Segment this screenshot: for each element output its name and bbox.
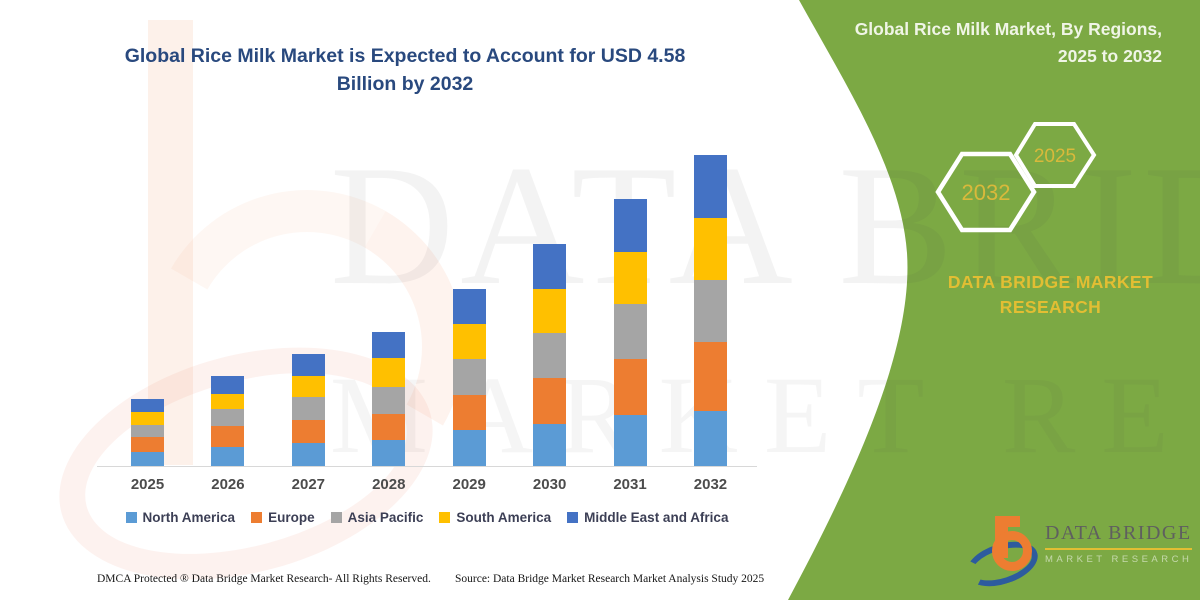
bar-segment-2028-south-america [372,357,406,387]
green-panel-shape [788,0,1200,600]
x-axis-line [97,466,757,467]
legend-item-asia-pacific: Asia Pacific [330,510,424,525]
bar-2026: 2026 [211,154,245,493]
x-axis-label-2027: 2027 [291,476,326,493]
legend-item-north-america: North America [125,510,236,525]
legend-label: Asia Pacific [347,510,424,525]
bar-segment-2031-north-america [613,415,647,466]
bar-segment-2029-north-america [452,430,486,466]
legend-label: North America [142,510,236,525]
bar-2029: 2029 [452,154,486,493]
stacked-bar-chart: 2025 2026 2027 2028 2029 2030 2031 2032 [131,154,727,493]
bar-segment-2031-europe [613,359,647,415]
sidebar-title: Global Rice Milk Market, By Regions, 202… [854,19,1162,67]
legend-swatch-icon [567,512,579,523]
bar-segment-2031-asia-pacific [613,304,647,360]
bar-segment-2031-south-america [613,252,647,305]
legend-item-europe: Europe [251,510,315,525]
bar-segment-2032-south-america [693,217,727,281]
bar-2030: 2030 [533,154,567,493]
bar-segment-2025-europe [131,436,164,452]
bar-segment-2027-north-america [291,442,325,466]
bar-segment-2030-middle-east-and-africa [533,243,567,290]
bar-segment-2030-south-america [533,289,567,333]
logo-underline [1045,548,1193,550]
bar-segment-2025-south-america [131,412,164,425]
bar-segment-2028-middle-east-and-africa [372,332,406,358]
footer-dmca-text: DMCA Protected ® Data Bridge Market Rese… [97,573,431,585]
bar-segment-2025-middle-east-and-africa [131,398,164,413]
bar-segment-2025-asia-pacific [131,424,164,437]
bar-segment-2029-south-america [452,323,486,359]
x-axis-label-2031: 2031 [613,476,647,493]
bar-segment-2029-europe [452,395,486,430]
logo-subtitle: MARKET RESEARCH [1045,554,1193,565]
logo-b-flag [995,516,1020,527]
bar-2028: 2028 [372,154,406,493]
bar-segment-2027-asia-pacific [291,397,325,420]
company-logo-icon [960,516,1044,595]
x-axis-label-2029: 2029 [452,476,486,493]
bar-2027: 2027 [291,154,325,493]
bar-segment-2030-asia-pacific [533,332,567,378]
bar-segment-2028-europe [372,413,406,440]
bar-segment-2032-north-america [693,410,727,466]
logo-brand-name: DATA BRIDGE [1045,522,1192,544]
bar-segment-2025-north-america [131,451,164,466]
x-axis-label-2032: 2032 [693,476,728,493]
bar-segment-2026-north-america [211,447,245,466]
legend-label: Middle East and Africa [584,510,729,525]
legend-item-south-america: South America [439,510,551,525]
bar-segment-2028-asia-pacific [372,386,406,414]
footer-source-text: Source: Data Bridge Market Research Mark… [455,573,765,585]
legend-swatch-icon [251,512,263,523]
bar-segment-2026-middle-east-and-africa [211,375,245,394]
bar-segment-2030-europe [533,377,567,424]
x-axis-label-2028: 2028 [372,476,406,493]
bar-segment-2028-north-america [372,439,406,466]
logo-b-bowl [992,531,1032,571]
x-axis-label-2025: 2025 [130,476,165,493]
watermark-logo-stem [148,20,193,465]
bar-segment-2029-asia-pacific [452,358,486,396]
legend-swatch-icon [125,512,137,523]
legend-label: Europe [268,510,315,525]
sidebar-brand-text: DATA BRIDGE MARKET RESEARCH [947,272,1154,318]
legend-swatch-icon [439,512,451,523]
bar-segment-2026-south-america [211,393,245,409]
legend-item-middle-east-and-africa: Middle East and Africa [567,510,728,525]
bar-segment-2029-middle-east-and-africa [452,289,486,324]
bar-segment-2027-south-america [291,376,325,398]
x-axis-label-2026: 2026 [211,476,245,493]
bar-2031: 2031 [613,154,647,493]
bar-segment-2030-north-america [533,423,567,466]
chart-title: Global Rice Milk Market is Expected to A… [124,45,686,96]
bar-segment-2027-middle-east-and-africa [291,353,325,377]
bar-segment-2032-middle-east-and-africa [693,154,727,218]
bar-segment-2032-europe [693,342,727,411]
bar-segment-2026-europe [211,425,245,447]
legend-label: South America [456,510,552,525]
bar-2032: 2032 [693,154,727,493]
bar-segment-2031-middle-east-and-africa [613,199,647,253]
x-axis-label-2030: 2030 [532,476,567,493]
bar-segment-2027-europe [291,419,325,443]
bar-segment-2026-asia-pacific [211,408,245,426]
legend-swatch-icon [330,512,342,523]
company-logo-text: DATA BRIDGE MARKET RESEARCH [1045,516,1193,565]
chart-legend: North America Europe Asia Pacific South Ame… [97,510,757,525]
bar-segment-2032-asia-pacific [693,280,727,343]
bar-2025: 2025 [131,154,164,493]
company-logo: DATA BRIDGE MARKET RESEARCH [960,516,1193,595]
